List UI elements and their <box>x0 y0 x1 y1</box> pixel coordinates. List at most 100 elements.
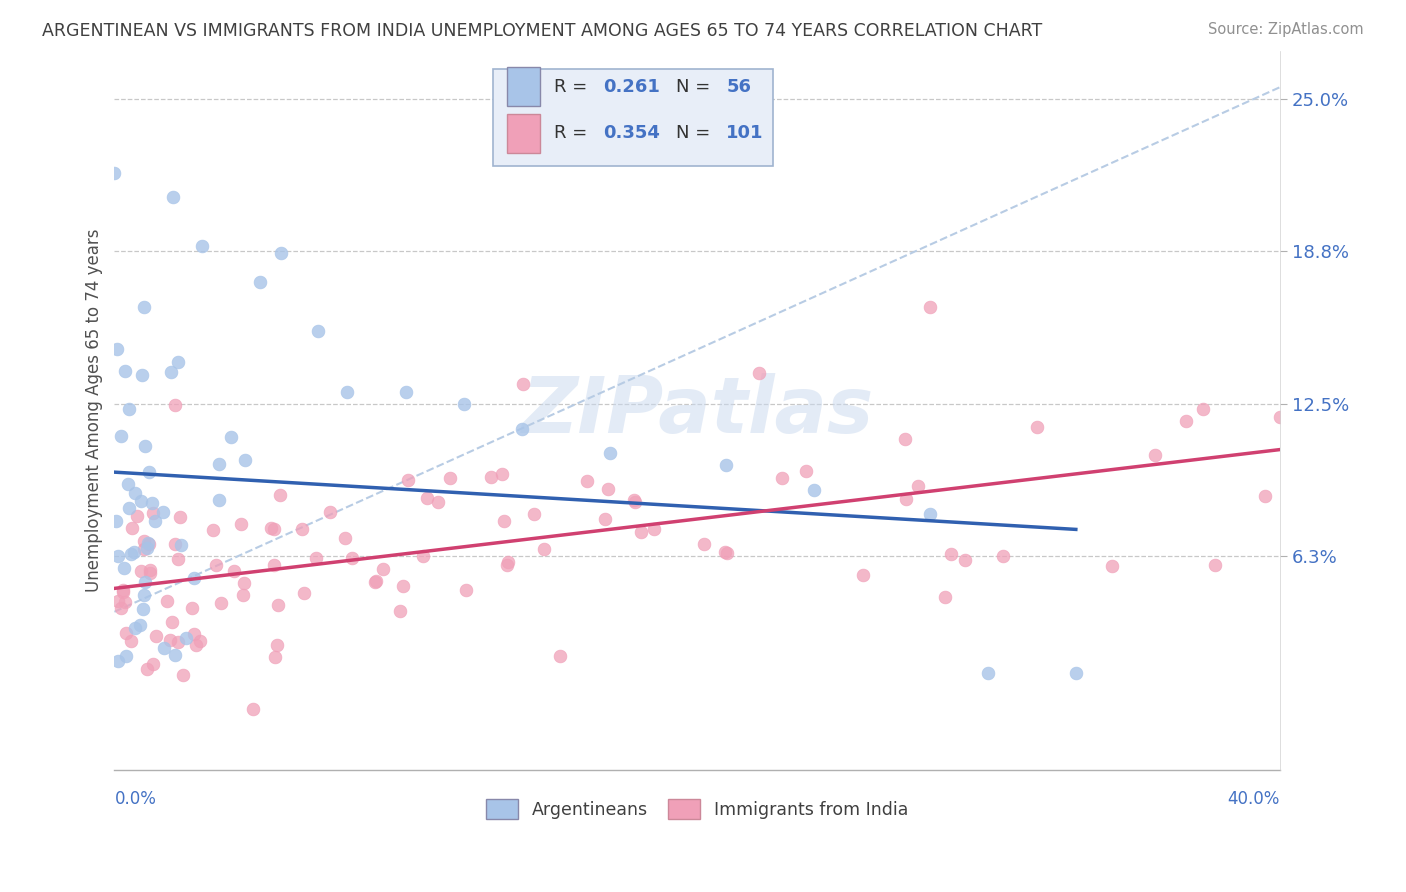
Point <box>496 558 519 573</box>
Point <box>934 590 956 604</box>
Point <box>145 629 167 643</box>
Point <box>167 355 190 369</box>
Point <box>112 561 135 575</box>
Point <box>159 365 181 379</box>
Point <box>160 615 183 629</box>
Point <box>103 166 125 180</box>
Point <box>167 552 190 566</box>
Point <box>305 551 328 566</box>
Point <box>163 398 186 412</box>
Point <box>977 665 1000 680</box>
Text: 0.354: 0.354 <box>603 125 659 143</box>
Point <box>156 594 179 608</box>
Point <box>692 537 714 551</box>
Point <box>136 662 159 676</box>
Point <box>111 583 134 598</box>
Point <box>124 545 146 559</box>
Point <box>496 555 519 569</box>
Point <box>138 465 160 479</box>
Point <box>120 547 142 561</box>
Point <box>270 246 292 260</box>
Point <box>336 385 359 400</box>
Point <box>153 640 176 655</box>
Point <box>159 632 181 647</box>
Point <box>716 546 738 560</box>
Point <box>307 324 329 338</box>
Point <box>143 514 166 528</box>
Point <box>152 504 174 518</box>
Text: R =: R = <box>554 78 593 95</box>
Point <box>209 596 232 610</box>
Point <box>132 534 155 549</box>
Point <box>548 648 571 663</box>
Point <box>190 634 212 648</box>
Text: N =: N = <box>676 125 716 143</box>
Point <box>803 483 825 497</box>
Point <box>291 522 314 536</box>
Text: 101: 101 <box>727 125 763 143</box>
Point <box>939 547 962 561</box>
Point <box>1025 420 1047 434</box>
Point <box>263 558 285 572</box>
Point <box>894 491 917 506</box>
Point <box>172 668 194 682</box>
Text: ARGENTINEAN VS IMMIGRANTS FROM INDIA UNEMPLOYMENT AMONG AGES 65 TO 74 YEARS CORR: ARGENTINEAN VS IMMIGRANTS FROM INDIA UNE… <box>42 22 1042 40</box>
Point <box>318 505 340 519</box>
Point <box>389 604 412 618</box>
Point <box>1254 490 1277 504</box>
Point <box>202 523 225 537</box>
Point <box>454 583 477 598</box>
Text: ZIPatlas: ZIPatlas <box>522 373 873 449</box>
Point <box>415 491 437 505</box>
Point <box>121 521 143 535</box>
Point <box>110 429 132 443</box>
Point <box>169 538 191 552</box>
Point <box>396 473 419 487</box>
Point <box>263 522 285 536</box>
Point <box>269 488 291 502</box>
Point <box>107 594 129 608</box>
Point <box>163 536 186 550</box>
Point <box>128 618 150 632</box>
Point <box>593 511 616 525</box>
Point <box>139 563 162 577</box>
Point <box>364 574 387 588</box>
Point <box>117 401 139 416</box>
Point <box>174 631 197 645</box>
Point <box>249 276 271 290</box>
Point <box>162 190 184 204</box>
Point <box>1175 414 1198 428</box>
Point <box>292 586 315 600</box>
Point <box>115 626 138 640</box>
Point <box>115 649 138 664</box>
Point <box>920 300 942 314</box>
Point <box>132 541 155 556</box>
Point <box>129 565 152 579</box>
Point <box>1101 559 1123 574</box>
Point <box>169 510 191 524</box>
Point <box>1192 402 1215 417</box>
Point <box>333 531 356 545</box>
Point <box>596 482 619 496</box>
Point <box>129 494 152 508</box>
Point <box>221 430 243 444</box>
Point <box>426 495 449 509</box>
Text: N =: N = <box>676 78 716 95</box>
Point <box>107 549 129 563</box>
Point <box>120 634 142 648</box>
Point <box>576 474 599 488</box>
Point <box>232 588 254 602</box>
Point <box>166 634 188 648</box>
Point <box>510 422 533 436</box>
Y-axis label: Unemployment Among Ages 65 to 74 years: Unemployment Among Ages 65 to 74 years <box>86 228 103 592</box>
Point <box>340 550 363 565</box>
Point <box>852 568 875 582</box>
Point <box>111 585 134 599</box>
Point <box>623 493 645 508</box>
Text: R =: R = <box>554 125 593 143</box>
Point <box>141 496 163 510</box>
Point <box>453 397 475 411</box>
Point <box>165 648 187 663</box>
Point <box>953 553 976 567</box>
Point <box>392 579 415 593</box>
